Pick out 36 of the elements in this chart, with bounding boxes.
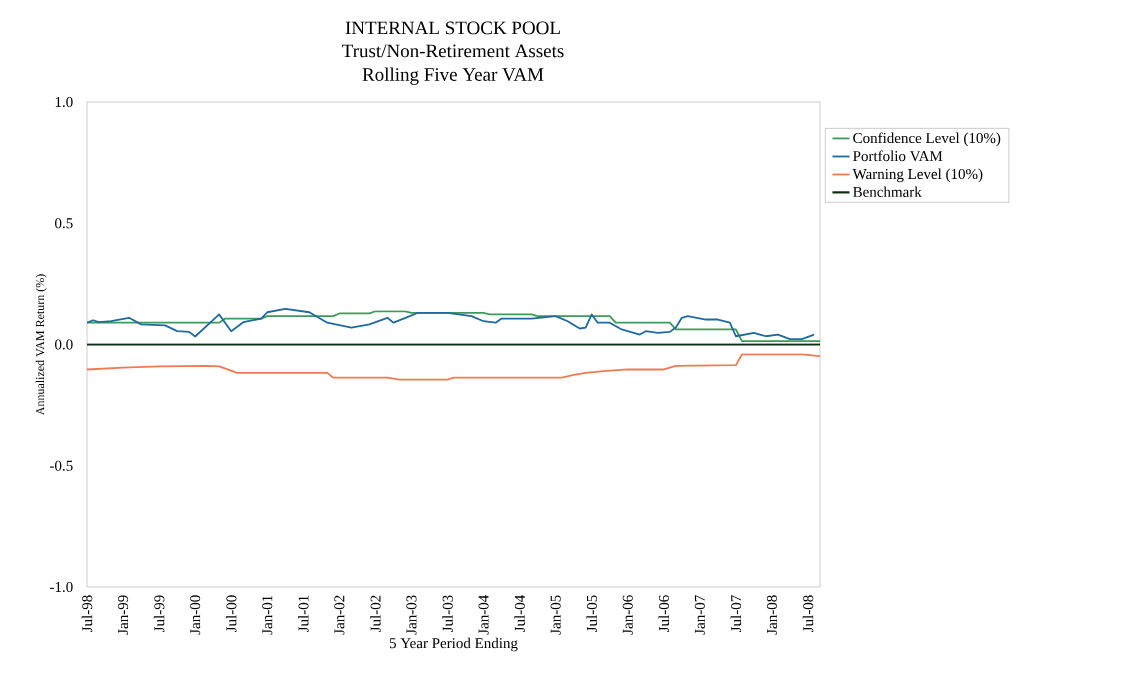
x-tick-label: Jul-99 xyxy=(153,595,165,632)
x-tick-label: Jan-06 xyxy=(622,595,633,635)
y-tick-label: 1.0 xyxy=(55,96,73,108)
x-tick-label: Jan-07 xyxy=(694,595,705,635)
x-tick-label: Jan-00 xyxy=(190,595,201,635)
x-tick-label: Jan-03 xyxy=(406,595,417,635)
y-axis-title: Annualized VAM Return (%) xyxy=(35,274,47,416)
x-tick-label: Jan-99 xyxy=(118,595,129,635)
chart-subtitle: Trust/Non-Retirement Assets xyxy=(342,44,564,58)
line-series xyxy=(87,353,821,381)
x-tick-label: Jan-04 xyxy=(478,595,489,635)
legend-label: Benchmark xyxy=(853,186,922,197)
x-tick-label: Jul-02 xyxy=(370,595,381,632)
y-tick-label: 0.5 xyxy=(55,218,73,229)
y-tick-label: 0.0 xyxy=(55,339,73,350)
x-tick-label: Jan-02 xyxy=(334,595,345,635)
legend-label: Warning Level (10%) xyxy=(852,168,983,183)
x-tick-label: Jul-06 xyxy=(658,595,670,632)
x-tick-label: Jul-01 xyxy=(298,595,309,632)
x-tick-label: Jan-01 xyxy=(262,595,273,635)
y-tick-label: -1.0 xyxy=(50,581,73,593)
x-tick-label: Jul-05 xyxy=(586,595,597,632)
y-tick-label: -0.5 xyxy=(50,460,73,471)
x-tick-label: Jul-04 xyxy=(514,595,525,632)
x-tick-label: Jul-07 xyxy=(730,595,742,632)
x-tick-label: Jan-05 xyxy=(550,595,561,635)
x-tick-label: Jul-08 xyxy=(802,595,814,632)
x-axis-title: 5 Year Period Ending xyxy=(389,637,518,652)
legend-label: Confidence Level (10%) xyxy=(853,132,1001,147)
x-tick-label: Jul-03 xyxy=(442,595,453,632)
x-tick-label: Jul-00 xyxy=(225,595,237,632)
text: Rolling Five Year VAM xyxy=(362,67,544,85)
chart-title: INTERNAL STOCK POOL xyxy=(345,21,560,35)
x-tick-label: Jul-98 xyxy=(81,595,93,632)
legend-label: Portfolio VAM xyxy=(853,150,943,162)
x-tick-label: Jan-08 xyxy=(766,595,777,635)
